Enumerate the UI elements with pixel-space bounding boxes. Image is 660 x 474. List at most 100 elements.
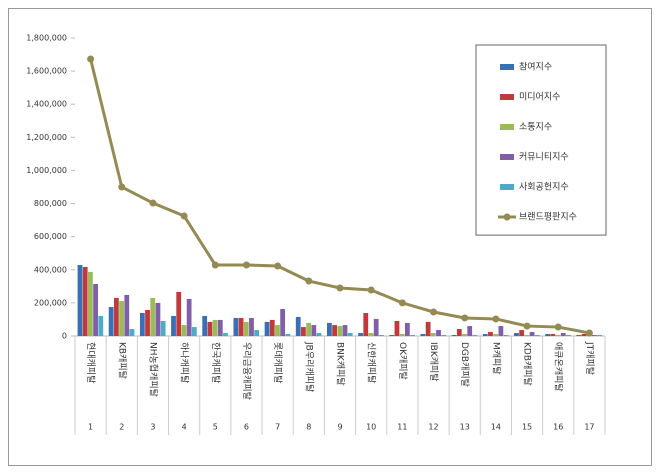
bar — [108, 307, 114, 336]
x-tick-label: JB우리캐피탈 — [303, 341, 314, 392]
bar — [155, 302, 161, 336]
bar — [519, 330, 525, 336]
bar — [560, 333, 566, 336]
bar — [456, 329, 462, 336]
rank-label: 3 — [150, 423, 155, 432]
bar — [462, 334, 467, 336]
legend-swatch — [500, 124, 514, 130]
x-tick-label: IBK캐피탈 — [428, 342, 439, 382]
bar — [420, 334, 426, 336]
bar — [493, 334, 499, 336]
rank-label: 12 — [428, 423, 438, 432]
bar — [581, 334, 587, 336]
bar — [389, 335, 395, 336]
bar — [223, 333, 228, 336]
bar — [436, 330, 441, 336]
bar — [327, 322, 332, 336]
legend-swatch — [500, 94, 514, 100]
bar — [534, 335, 540, 336]
y-tick-label: 0 — [62, 332, 67, 341]
line-marker — [461, 314, 469, 322]
line-marker — [242, 261, 250, 269]
legend-label: 참여지수 — [519, 61, 552, 73]
bar — [311, 325, 317, 336]
bar — [373, 318, 379, 336]
bar — [545, 334, 551, 336]
line-marker — [87, 55, 95, 63]
bar — [597, 335, 603, 336]
y-tick-label: 800,000 — [34, 199, 67, 208]
bar — [394, 320, 400, 336]
legend-swatch — [500, 64, 514, 70]
bar — [186, 298, 192, 336]
line-marker — [554, 323, 562, 331]
x-tick-label: 신한캐피탈 — [366, 342, 377, 383]
bar — [249, 317, 254, 336]
line-marker — [149, 199, 157, 207]
line-marker — [585, 329, 593, 337]
line-marker — [398, 299, 406, 307]
bar — [337, 326, 343, 336]
bar — [503, 335, 509, 336]
bar — [275, 325, 280, 336]
bar — [191, 327, 197, 336]
x-tick-label: KDB캐피탈 — [522, 342, 533, 386]
rank-label: 4 — [182, 423, 187, 432]
line-marker — [274, 262, 282, 270]
bar — [243, 321, 249, 336]
bar — [269, 319, 275, 336]
rank-label: 15 — [522, 423, 532, 432]
bar — [217, 319, 223, 336]
rank-label: 1 — [88, 423, 93, 432]
line-marker — [367, 286, 375, 294]
line-marker — [430, 308, 438, 316]
bar — [316, 333, 322, 336]
bar — [482, 334, 488, 336]
legend-label: 브랜드평판지수 — [519, 212, 577, 223]
bar — [129, 329, 135, 336]
x-tick-label: 롯데캐피탈 — [272, 342, 283, 383]
line-marker — [492, 315, 500, 323]
bar — [514, 333, 519, 336]
legend-label: 커뮤니티지수 — [519, 152, 569, 163]
bar — [451, 335, 457, 336]
line-marker — [180, 212, 188, 220]
x-tick-label: M캐피탈 — [490, 342, 501, 375]
y-tick-label: 1,200,000 — [26, 133, 67, 142]
bar — [592, 335, 597, 336]
bar — [124, 294, 130, 336]
bar — [295, 316, 301, 336]
bar — [280, 309, 286, 336]
x-tick-label: DGB캐피탈 — [459, 342, 470, 387]
rank-label: 17 — [584, 423, 594, 432]
rank-label: 16 — [553, 423, 563, 432]
bar — [264, 321, 270, 336]
bar — [306, 322, 312, 336]
y-tick-label: 1,400,000 — [26, 100, 67, 109]
bar — [555, 335, 561, 336]
bar — [566, 335, 571, 336]
x-tick-label: OK캐피탈 — [397, 342, 408, 380]
bar — [212, 319, 218, 336]
bar — [441, 335, 447, 336]
line-marker — [523, 322, 531, 330]
bar — [113, 297, 119, 336]
rank-label: 5 — [213, 423, 218, 432]
rank-label: 7 — [275, 423, 280, 432]
rank-label: 11 — [397, 423, 407, 432]
bar — [176, 291, 182, 336]
bar — [467, 326, 473, 336]
bar — [430, 333, 436, 336]
y-tick-label: 600,000 — [34, 232, 67, 241]
rank-label: 13 — [460, 423, 470, 432]
bar — [378, 335, 384, 336]
legend-label: 사회공헌지수 — [519, 182, 569, 193]
bar — [82, 266, 88, 336]
bar — [524, 335, 530, 336]
rank-label: 6 — [244, 423, 249, 432]
bar — [207, 321, 213, 336]
bar — [472, 335, 478, 336]
x-tick-label: JT캐피탈 — [584, 341, 595, 375]
